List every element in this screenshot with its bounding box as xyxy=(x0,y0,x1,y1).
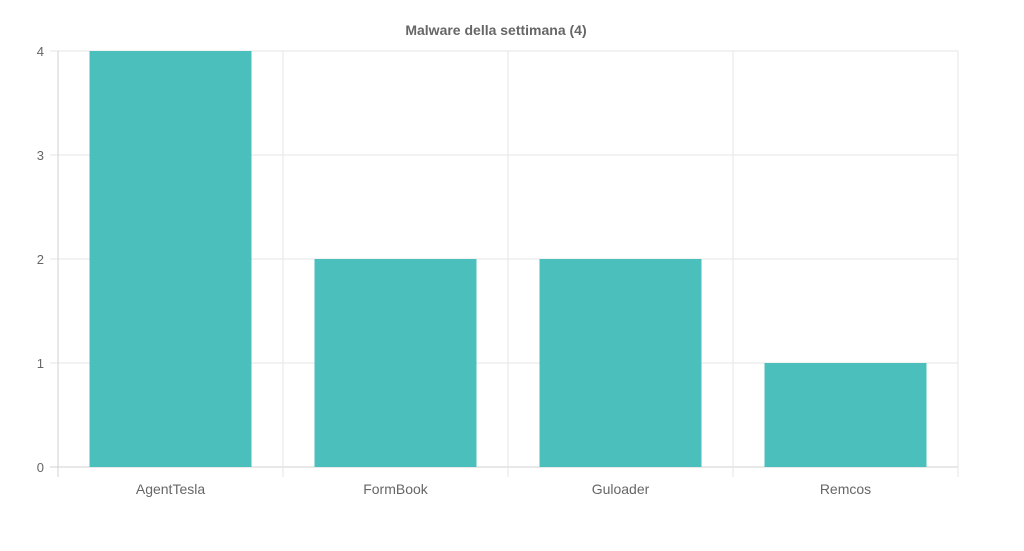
bar-agenttesla[interactable] xyxy=(89,51,252,467)
y-tick-label: 2 xyxy=(37,252,44,267)
y-tick-label: 0 xyxy=(37,460,44,475)
y-tick-label: 3 xyxy=(37,148,44,163)
x-axis: AgentTesla FormBook Guloader Remcos xyxy=(136,481,871,497)
bar-formbook[interactable] xyxy=(314,259,477,467)
x-tick-label: Guloader xyxy=(592,481,650,497)
x-tick-label: FormBook xyxy=(363,481,429,497)
bar-guloader[interactable] xyxy=(539,259,702,467)
x-tick-label: Remcos xyxy=(820,481,871,497)
bar-remcos[interactable] xyxy=(764,363,927,467)
y-axis: 0 1 2 3 4 xyxy=(37,44,44,475)
bars xyxy=(89,51,927,467)
x-tick-label: AgentTesla xyxy=(136,481,205,497)
chart-title: Malware della settimana (4) xyxy=(405,22,586,38)
y-tick-label: 4 xyxy=(37,44,44,59)
y-tick-label: 1 xyxy=(37,356,44,371)
